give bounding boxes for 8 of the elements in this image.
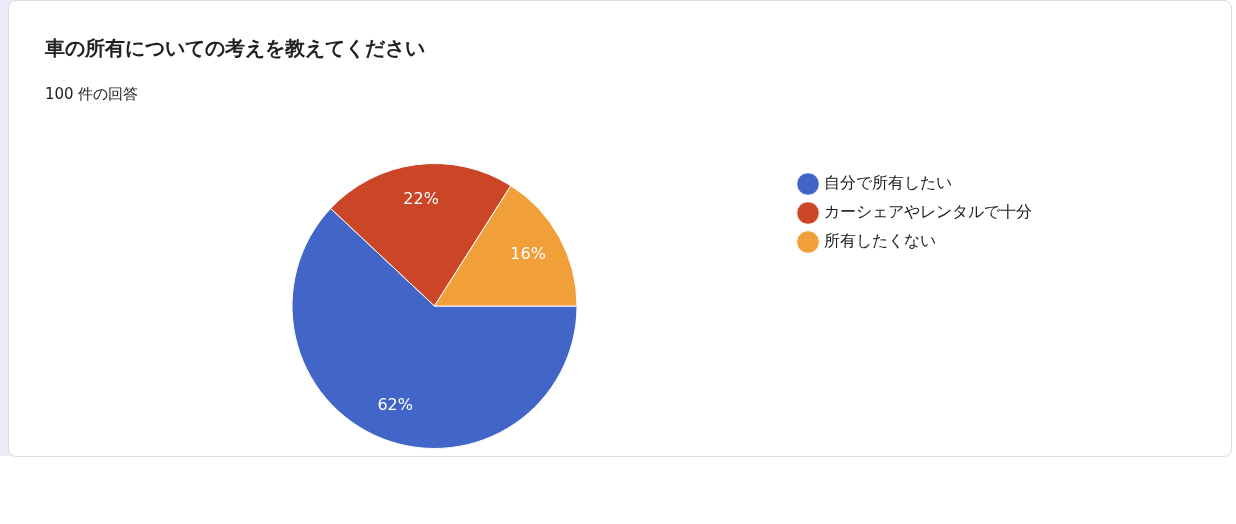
legend-label: 自分で所有したい (824, 173, 952, 193)
legend-label: 所有したくない (824, 231, 936, 251)
data-label: 62% (377, 394, 413, 414)
data-label: 16% (510, 243, 546, 263)
text: 100 件の回答 (45, 85, 139, 104)
data-label: 22% (403, 189, 439, 209)
chart-title: 車の所有についての考えを教えてください (45, 35, 425, 62)
legend-label: カーシェアやレンタルで十分 (824, 202, 1032, 222)
